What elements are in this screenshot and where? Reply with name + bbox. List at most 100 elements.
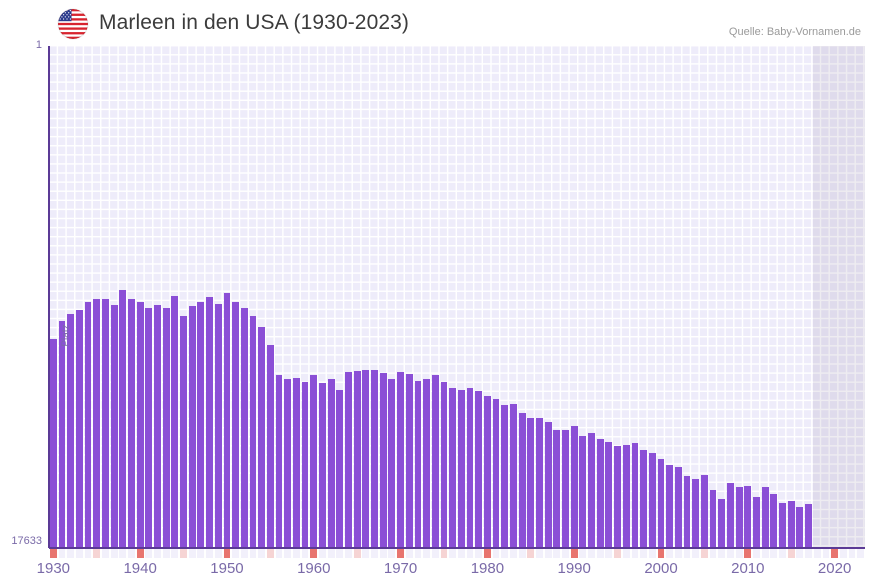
bar[interactable] (683, 475, 691, 548)
bar[interactable] (544, 421, 552, 548)
bar[interactable] (84, 302, 92, 548)
bar[interactable] (101, 298, 109, 548)
bar[interactable] (188, 306, 196, 548)
bar[interactable] (319, 383, 326, 548)
bar[interactable] (431, 374, 439, 548)
bar[interactable] (518, 412, 526, 548)
x-axis-tick-cell (371, 549, 378, 558)
bar[interactable] (214, 303, 222, 548)
bar[interactable] (674, 467, 682, 548)
bar[interactable] (397, 371, 404, 548)
bar[interactable] (49, 339, 57, 548)
x-axis-tick-label: 2000 (644, 560, 678, 577)
bar[interactable] (466, 387, 474, 548)
x-axis-tick-cell (761, 549, 769, 558)
bar[interactable] (457, 390, 465, 548)
bar[interactable] (275, 374, 283, 548)
bar[interactable] (692, 478, 700, 548)
bar[interactable] (353, 370, 361, 548)
bar[interactable] (93, 298, 101, 548)
bar[interactable] (483, 396, 491, 548)
bar[interactable] (232, 302, 240, 548)
bar[interactable] (449, 387, 457, 548)
bar[interactable] (787, 500, 795, 548)
bar[interactable] (440, 381, 448, 548)
bar[interactable] (180, 316, 187, 548)
bar[interactable] (292, 377, 300, 548)
bar[interactable] (605, 441, 613, 548)
bar[interactable] (388, 378, 396, 548)
bar[interactable] (622, 444, 630, 548)
bar[interactable] (258, 327, 266, 548)
bar[interactable] (266, 344, 274, 548)
bar[interactable] (727, 483, 734, 548)
bar[interactable] (640, 450, 648, 548)
bar[interactable] (509, 404, 517, 548)
bar[interactable] (362, 369, 370, 548)
bar[interactable] (171, 296, 179, 548)
bar[interactable] (145, 307, 153, 548)
bar[interactable] (336, 389, 344, 548)
bar[interactable] (744, 485, 752, 548)
x-axis-tick-cell (796, 549, 804, 558)
x-axis-tick-cell (327, 549, 335, 558)
bar[interactable] (631, 443, 639, 548)
bar[interactable] (570, 426, 578, 548)
bar[interactable] (379, 373, 387, 548)
bar[interactable] (423, 378, 431, 548)
bar[interactable] (596, 439, 604, 548)
bar[interactable] (345, 371, 352, 548)
bar[interactable] (779, 502, 786, 548)
bar[interactable] (67, 313, 75, 548)
x-axis-tick-cell (75, 549, 83, 558)
bar[interactable] (761, 487, 769, 548)
bar[interactable] (527, 417, 535, 548)
bar[interactable] (492, 399, 500, 548)
bar[interactable] (700, 475, 708, 548)
bar[interactable] (770, 494, 778, 548)
bar[interactable] (666, 464, 674, 548)
bar[interactable] (588, 433, 595, 548)
bar[interactable] (796, 506, 804, 548)
bar[interactable] (110, 305, 118, 548)
bar[interactable] (371, 369, 378, 548)
bar[interactable] (197, 302, 205, 548)
bar[interactable] (75, 310, 83, 548)
x-axis-tick-cell (449, 549, 457, 558)
x-axis-tick-cell (266, 549, 274, 558)
bar[interactable] (501, 405, 509, 548)
bar[interactable] (240, 307, 248, 548)
bar[interactable] (553, 429, 561, 548)
bar[interactable] (414, 380, 422, 548)
bar[interactable] (162, 307, 170, 548)
bar[interactable] (249, 316, 257, 548)
bar[interactable] (718, 498, 726, 548)
bar[interactable] (735, 487, 743, 548)
bar[interactable] (614, 446, 621, 548)
bar[interactable] (562, 429, 569, 548)
bar[interactable] (709, 490, 717, 548)
bar[interactable] (154, 304, 161, 548)
bar[interactable] (648, 453, 656, 548)
bar[interactable] (310, 375, 318, 548)
bar[interactable] (657, 458, 665, 548)
bar[interactable] (223, 292, 231, 548)
bar[interactable] (119, 290, 127, 548)
bar[interactable] (579, 436, 587, 548)
bar[interactable] (536, 418, 543, 548)
bar[interactable] (301, 381, 309, 548)
bar[interactable] (284, 379, 292, 548)
x-axis-tick-cell (214, 549, 222, 558)
bar[interactable] (753, 497, 760, 548)
y-axis-bottom-tick-label: 17633 (11, 535, 42, 547)
x-axis-tick-cell (787, 549, 795, 558)
bar[interactable] (128, 299, 135, 548)
bar[interactable] (136, 302, 144, 548)
bar[interactable] (805, 503, 812, 548)
bar[interactable] (206, 296, 213, 548)
bar[interactable] (327, 379, 335, 548)
bar[interactable] (405, 374, 413, 548)
bar[interactable] (475, 391, 483, 548)
bar[interactable] (58, 320, 66, 548)
x-axis-tick-label: 1950 (210, 560, 244, 577)
